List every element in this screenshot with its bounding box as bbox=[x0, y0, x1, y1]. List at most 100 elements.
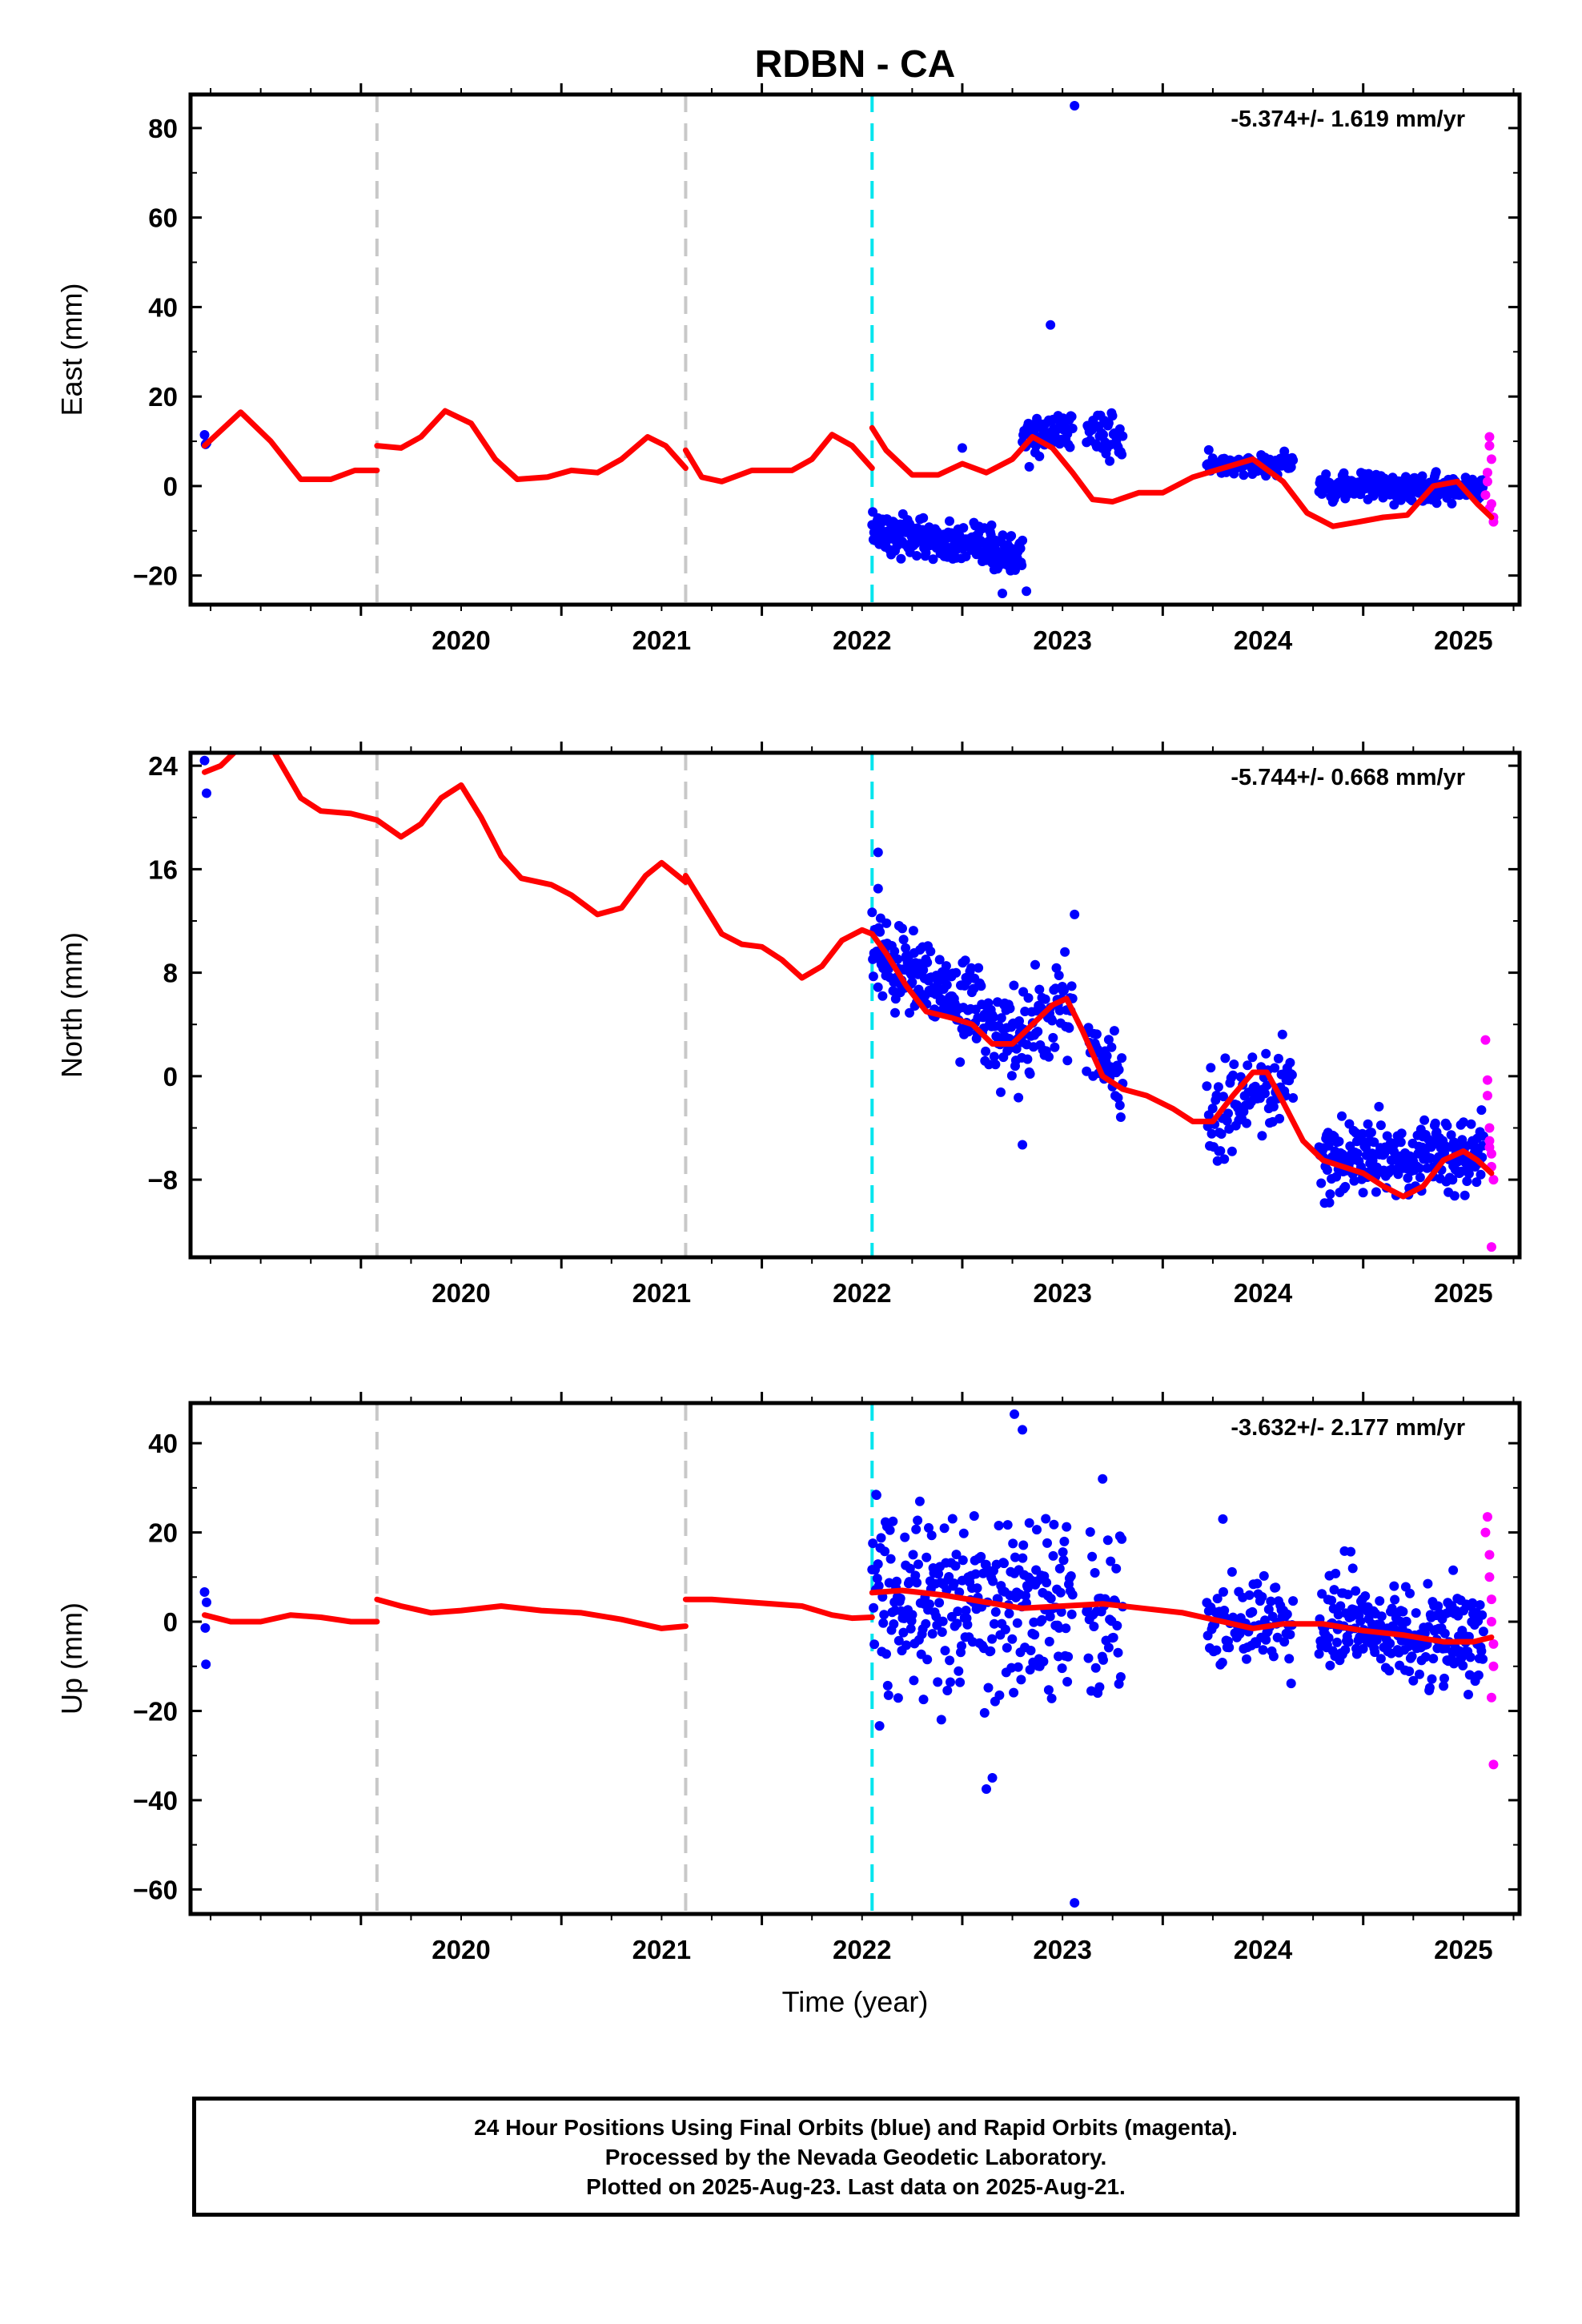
final-orbit-point bbox=[892, 1576, 901, 1586]
final-orbit-point bbox=[876, 1533, 886, 1543]
rapid-orbit-point bbox=[1482, 1075, 1492, 1085]
final-orbit-point bbox=[1090, 1568, 1100, 1578]
final-orbit-point bbox=[1478, 1654, 1488, 1664]
final-orbit-point bbox=[869, 1602, 879, 1613]
final-orbit-point bbox=[1002, 1520, 1013, 1530]
final-orbit-point bbox=[888, 986, 898, 996]
final-orbit-point bbox=[1037, 1614, 1047, 1625]
final-orbit-point bbox=[1085, 1527, 1095, 1537]
final-orbit-point bbox=[1058, 1555, 1069, 1566]
rapid-orbit-point bbox=[1482, 1512, 1492, 1522]
final-orbit-point bbox=[1273, 1053, 1283, 1063]
chart-title: RDBN - CA bbox=[755, 43, 956, 86]
final-orbit-point bbox=[885, 1525, 895, 1535]
final-orbit-point bbox=[1218, 1514, 1228, 1524]
final-orbit-point bbox=[1327, 1595, 1337, 1606]
final-orbit-point bbox=[1257, 1131, 1267, 1141]
final-orbit-point bbox=[1066, 1571, 1076, 1581]
final-orbit-point bbox=[1340, 1645, 1351, 1655]
rapid-orbit-point bbox=[1486, 1692, 1496, 1703]
x-tick-label: 2023 bbox=[1033, 1278, 1091, 1308]
model-fit-line bbox=[374, 1596, 689, 1631]
model-fit-line bbox=[682, 432, 875, 485]
final-orbit-point bbox=[1448, 1565, 1459, 1575]
final-orbit-point bbox=[1048, 1550, 1058, 1561]
final-orbit-point bbox=[1211, 1645, 1222, 1655]
final-orbit-point bbox=[1375, 1654, 1386, 1664]
final-orbit-point bbox=[933, 1677, 943, 1687]
final-orbit-point bbox=[962, 1619, 973, 1630]
final-orbit-point bbox=[1014, 1092, 1024, 1103]
final-orbit-point bbox=[994, 1521, 1004, 1530]
x-tick-label: 2022 bbox=[833, 625, 891, 655]
final-orbit-point bbox=[934, 955, 945, 965]
final-orbit-point bbox=[905, 1007, 914, 1018]
final-orbit-point bbox=[1214, 1146, 1224, 1156]
y-tick-label: 0 bbox=[163, 1607, 178, 1637]
final-orbit-point bbox=[880, 1546, 890, 1557]
panel-north: −8 0 8 16 24 2020 2021 2022 2023 2024 2025 North (m… bbox=[55, 742, 1522, 1308]
final-orbit-point bbox=[199, 1587, 210, 1597]
x-tick-label: 2020 bbox=[432, 625, 490, 655]
y-tick-label: 0 bbox=[163, 1062, 178, 1092]
final-orbit-point bbox=[1258, 1645, 1268, 1655]
plot-area-up bbox=[199, 1403, 1499, 1914]
final-orbit-point bbox=[890, 1007, 900, 1018]
final-orbit-point bbox=[1423, 1578, 1433, 1589]
final-orbit-point bbox=[1059, 1536, 1070, 1546]
final-orbit-point bbox=[938, 1616, 948, 1626]
final-orbit-point bbox=[1216, 1129, 1227, 1139]
final-orbit-point bbox=[1083, 1653, 1094, 1663]
final-orbit-point bbox=[202, 1597, 211, 1607]
final-orbit-point bbox=[1408, 1675, 1419, 1686]
final-orbit-point bbox=[1045, 1611, 1055, 1622]
final-orbit-point bbox=[955, 1057, 966, 1068]
final-orbit-point bbox=[1106, 1042, 1117, 1052]
x-tick-label: 2023 bbox=[1033, 1935, 1091, 1964]
final-orbit-point bbox=[990, 1606, 1001, 1617]
final-orbit-point bbox=[1355, 1616, 1366, 1626]
final-orbit-point bbox=[1066, 1609, 1077, 1619]
final-orbit-point bbox=[895, 1594, 905, 1603]
final-orbit-point bbox=[1431, 498, 1442, 509]
final-orbit-point bbox=[1370, 1647, 1380, 1658]
final-orbit-point bbox=[867, 907, 877, 918]
rapid-orbit-point bbox=[1482, 468, 1492, 478]
final-orbit-point bbox=[945, 1655, 955, 1666]
final-orbit-point bbox=[1012, 1618, 1022, 1628]
final-orbit-point bbox=[1063, 1651, 1074, 1662]
final-orbit-point bbox=[1244, 1590, 1255, 1600]
y-axis-label: Up (mm) bbox=[55, 1602, 88, 1715]
final-orbit-point bbox=[1207, 1128, 1217, 1139]
final-orbit-point bbox=[1268, 1651, 1279, 1662]
final-orbit-point bbox=[881, 1649, 891, 1659]
final-orbit-point bbox=[1055, 1587, 1066, 1598]
final-orbit-point bbox=[1324, 1197, 1335, 1208]
rapid-orbit-point bbox=[1484, 1142, 1495, 1152]
final-orbit-point bbox=[1358, 1188, 1368, 1198]
model-fit-line bbox=[682, 1596, 875, 1622]
final-orbit-point bbox=[1277, 1029, 1287, 1039]
final-orbit-point bbox=[1314, 1649, 1324, 1659]
final-orbit-point bbox=[1046, 1594, 1056, 1604]
final-orbit-point bbox=[1013, 1662, 1023, 1672]
final-orbit-point bbox=[199, 755, 210, 766]
final-orbit-point bbox=[1024, 1518, 1034, 1528]
final-orbit-point bbox=[875, 927, 885, 937]
final-orbit-point bbox=[873, 1581, 884, 1591]
final-orbit-point bbox=[1067, 1590, 1078, 1600]
final-orbit-point bbox=[921, 1552, 932, 1562]
final-orbit-point bbox=[1252, 1578, 1263, 1589]
y-tick-label: −40 bbox=[133, 1786, 178, 1815]
final-orbit-point bbox=[988, 1576, 998, 1586]
final-orbit-point bbox=[1115, 1112, 1126, 1122]
final-orbit-point bbox=[1025, 1069, 1035, 1079]
y-tick-label: 20 bbox=[148, 1518, 178, 1548]
final-orbit-point bbox=[1114, 1064, 1124, 1075]
final-orbit-point bbox=[1260, 1615, 1270, 1626]
final-orbit-point bbox=[1228, 1070, 1239, 1080]
model-fit-line bbox=[202, 1612, 380, 1625]
final-orbit-point bbox=[1384, 1666, 1395, 1676]
final-orbit-point bbox=[981, 1783, 991, 1794]
